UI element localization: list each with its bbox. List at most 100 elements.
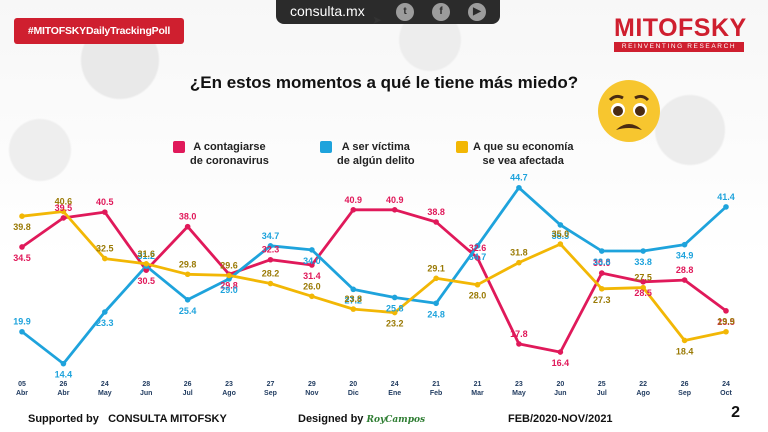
data-point (143, 267, 150, 273)
data-point (350, 306, 357, 312)
data-point (474, 281, 481, 288)
data-label: 31.6 (137, 249, 155, 259)
data-label: 34.7 (469, 252, 487, 262)
top-link-bar: consulta.mx t f ▶ (276, 0, 500, 24)
data-label: 44.7 (510, 173, 528, 183)
data-label: 31.8 (510, 248, 528, 258)
data-point (640, 248, 646, 254)
footer-designed: Designed by RoyCampos (298, 413, 425, 425)
data-point (60, 360, 67, 367)
data-label: 34.0 (303, 256, 321, 266)
data-point (19, 328, 25, 335)
data-label: 16.4 (552, 358, 570, 368)
data-point (350, 207, 357, 213)
data-label: 25.8 (386, 303, 404, 313)
data-point (681, 337, 688, 344)
x-tick-day: 23 (515, 381, 523, 388)
data-label: 32.6 (469, 243, 487, 253)
footer-supported: Supported by CONSULTA MITOFSKY (28, 413, 227, 425)
data-point (143, 261, 150, 267)
legend-swatch-coronavirus (173, 141, 185, 153)
x-tick-month: Jun (140, 390, 152, 397)
data-label: 27.5 (634, 273, 652, 283)
data-point (267, 256, 274, 263)
data-point (391, 309, 398, 316)
x-tick-month: Nov (305, 390, 318, 397)
x-tick-month: Sep (678, 390, 691, 397)
x-tick-month: Jun (554, 390, 566, 397)
data-point (102, 209, 108, 215)
data-point (309, 247, 315, 253)
data-point (723, 328, 729, 335)
chart-title: ¿En estos momentos a qué le tiene más mi… (189, 73, 579, 92)
data-label: 29.8 (220, 280, 238, 290)
twitter-icon[interactable]: t (396, 3, 414, 21)
data-point (19, 244, 25, 250)
data-label: 29.8 (179, 259, 197, 269)
legend-item-coronavirus: A contagiarse de coronavirus (173, 140, 269, 168)
x-tick-day: 26 (184, 381, 192, 388)
designer-signature: RoyCampos (366, 415, 426, 425)
x-tick-day: 24 (722, 381, 730, 388)
data-label: 28.8 (676, 265, 694, 275)
x-tick-month: Abr (16, 390, 28, 397)
legend-swatch-economia (456, 141, 468, 153)
series-line-1 (20, 186, 728, 366)
data-label: 30.0 (593, 258, 611, 268)
data-point (433, 300, 439, 307)
data-label: 32.5 (96, 244, 114, 254)
data-point (723, 308, 729, 314)
data-label: 29.1 (427, 263, 445, 273)
data-point (350, 286, 357, 293)
data-label: 27.3 (593, 295, 611, 305)
data-point (681, 241, 688, 248)
data-point (226, 272, 232, 279)
data-point (598, 270, 605, 276)
site-url-link[interactable]: consulta.mx (290, 3, 365, 19)
data-point (474, 255, 481, 261)
data-point (681, 277, 688, 283)
fearful-face-icon (598, 80, 660, 142)
data-label: 39.8 (13, 222, 31, 232)
legend-swatch-delito (320, 141, 332, 153)
data-label: 25.4 (179, 306, 197, 316)
legend-label-line2: se vea afectada (482, 155, 564, 167)
x-tick-day: 20 (556, 381, 564, 388)
data-label: 29.0 (220, 285, 238, 295)
data-point (516, 184, 522, 191)
data-label: 40.5 (96, 197, 114, 207)
data-label: 23.3 (96, 318, 114, 328)
data-point (433, 275, 439, 282)
data-label: 26.0 (303, 281, 321, 291)
hashtag-banner[interactable]: #MITOFSKYDailyTrackingPoll (14, 18, 184, 44)
data-point (391, 294, 398, 301)
facebook-icon[interactable]: f (432, 3, 450, 21)
data-point (640, 284, 646, 291)
data-point (184, 223, 191, 230)
x-tick-month: Dic (348, 390, 359, 397)
data-point (516, 341, 522, 347)
x-tick-day: 26 (60, 381, 68, 388)
data-label: 38.0 (179, 212, 197, 222)
x-tick-month: Feb (430, 390, 442, 397)
data-point (640, 279, 646, 285)
data-point (267, 280, 274, 287)
data-label: 38.8 (427, 207, 445, 217)
legend-label-line1: A contagiarse (193, 141, 266, 153)
youtube-icon[interactable]: ▶ (468, 3, 486, 21)
data-label: 28.2 (262, 269, 280, 279)
data-point (598, 285, 605, 292)
data-label: 33.8 (593, 257, 611, 267)
data-label: 19.9 (13, 317, 31, 327)
x-tick-day: 28 (142, 381, 150, 388)
data-label: 38.3 (552, 231, 570, 241)
x-tick-day: 21 (432, 381, 440, 388)
x-tick-month: Ago (636, 390, 650, 397)
supported-by-label: Supported by (28, 413, 99, 425)
x-tick-day: 24 (391, 381, 399, 388)
data-point (723, 204, 729, 210)
x-tick-month: Ago (222, 390, 236, 397)
designed-by-label: Designed by (298, 413, 364, 425)
x-tick-day: 27 (267, 381, 275, 388)
